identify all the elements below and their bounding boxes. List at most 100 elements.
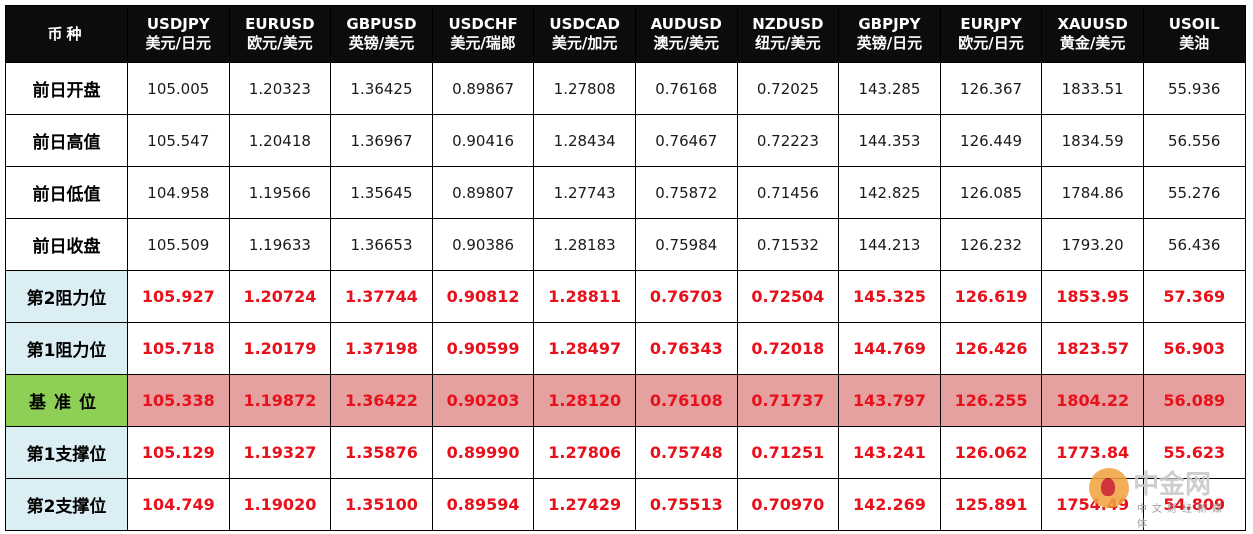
table-cell: 105.718 bbox=[127, 322, 230, 375]
currency-code: USDCHF bbox=[448, 15, 518, 33]
table-cell: 56.089 bbox=[1142, 374, 1246, 427]
currency-name: 英镑/美元 bbox=[348, 34, 415, 52]
table-cell: 1784.86 bbox=[1041, 166, 1144, 219]
table-cell: 143.241 bbox=[838, 426, 941, 479]
table-cell: 142.825 bbox=[838, 166, 941, 219]
table-cell: 1773.84 bbox=[1041, 426, 1144, 479]
table-cell: 142.269 bbox=[838, 478, 941, 531]
currency-code: XAUUSD bbox=[1057, 15, 1128, 33]
table-cell: 1.27808 bbox=[533, 62, 636, 115]
table-cell: 0.75872 bbox=[634, 166, 738, 219]
table-row-prev-open: 前日开盘 105.005 1.20323 1.36425 0.89867 1.2… bbox=[5, 62, 1246, 115]
col-nzdusd: NZDUSD 纽元/美元 bbox=[736, 5, 840, 63]
table-cell: 55.936 bbox=[1142, 62, 1246, 115]
currency-name: 黄金/美元 bbox=[1059, 34, 1126, 52]
table-cell: 105.927 bbox=[127, 270, 230, 323]
table-cell: 1.20323 bbox=[228, 62, 332, 115]
table-cell: 0.76168 bbox=[634, 62, 738, 115]
currency-name: 美元/瑞郎 bbox=[450, 34, 516, 52]
table-cell: 126.449 bbox=[939, 114, 1043, 167]
table-cell: 0.89867 bbox=[431, 62, 535, 115]
watermark: 中金网 中文财经新媒体 bbox=[1089, 462, 1239, 530]
currency-code: USOIL bbox=[1168, 15, 1220, 33]
table-cell: 1.35100 bbox=[330, 478, 433, 531]
table-row-resistance-2: 第2阻力位 105.927 1.20724 1.37744 0.90812 1.… bbox=[5, 270, 1246, 323]
header-row: 币种 USDJPY 美元/日元 EURUSD 欧元/美元 GBPUSD 英镑/美元 U… bbox=[5, 5, 1246, 63]
table-cell: 1.20179 bbox=[228, 322, 332, 375]
col-gbpjpy: GBPJPY 英镑/日元 bbox=[838, 5, 941, 63]
col-audusd: AUDUSD 澳元/美元 bbox=[634, 5, 738, 63]
table-cell: 0.76467 bbox=[634, 114, 738, 167]
row-label: 基准位 bbox=[5, 374, 128, 427]
table-cell: 0.71251 bbox=[736, 426, 840, 479]
table-cell: 0.72018 bbox=[736, 322, 840, 375]
row-label: 前日低值 bbox=[5, 166, 128, 219]
table-cell: 56.556 bbox=[1142, 114, 1246, 167]
table-cell: 0.89807 bbox=[431, 166, 535, 219]
currency-name: 纽元/美元 bbox=[755, 34, 821, 52]
table-cell: 1.27429 bbox=[533, 478, 636, 531]
table-cell: 0.71737 bbox=[736, 374, 840, 427]
table-cell: 1834.59 bbox=[1041, 114, 1144, 167]
table-cell: 0.75513 bbox=[634, 478, 738, 531]
table-cell: 105.129 bbox=[127, 426, 230, 479]
row-label: 前日开盘 bbox=[5, 62, 128, 115]
currency-name: 欧元/美元 bbox=[247, 34, 313, 52]
table-cell: 57.369 bbox=[1142, 270, 1246, 323]
col-gbpusd: GBPUSD 英镑/美元 bbox=[330, 5, 433, 63]
table-cell: 105.005 bbox=[127, 62, 230, 115]
table-cell: 55.276 bbox=[1142, 166, 1246, 219]
table-cell: 143.285 bbox=[838, 62, 941, 115]
table-cell: 1.36653 bbox=[330, 218, 433, 271]
table-cell: 144.353 bbox=[838, 114, 941, 167]
table-cell: 0.75984 bbox=[634, 218, 738, 271]
row-label: 第1阻力位 bbox=[5, 322, 128, 375]
table-cell: 1.19633 bbox=[228, 218, 332, 271]
currency-name: 澳元/美元 bbox=[653, 34, 719, 52]
table-cell: 105.509 bbox=[127, 218, 230, 271]
table-cell: 126.232 bbox=[939, 218, 1043, 271]
table-cell: 1.27806 bbox=[533, 426, 636, 479]
table-cell: 144.769 bbox=[838, 322, 941, 375]
table-cell: 0.76703 bbox=[634, 270, 738, 323]
table-cell: 1.19020 bbox=[228, 478, 332, 531]
currency-name: 英镑/日元 bbox=[856, 34, 923, 52]
col-usdjpy: USDJPY 美元/日元 bbox=[127, 5, 230, 63]
table-cell: 56.436 bbox=[1142, 218, 1246, 271]
currency-code: EURUSD bbox=[245, 15, 315, 33]
corner-label: 币种 bbox=[5, 5, 128, 63]
table-cell: 105.547 bbox=[127, 114, 230, 167]
currency-code: GBPJPY bbox=[858, 15, 921, 33]
table-cell: 145.325 bbox=[838, 270, 941, 323]
table-cell: 0.75748 bbox=[634, 426, 738, 479]
table-cell: 0.72223 bbox=[736, 114, 840, 167]
table-cell: 0.71456 bbox=[736, 166, 840, 219]
table-row-support-1: 第1支撑位 105.129 1.19327 1.35876 0.89990 1.… bbox=[5, 426, 1246, 479]
brand-logo-icon bbox=[1089, 468, 1129, 508]
table-cell: 144.213 bbox=[838, 218, 941, 271]
currency-name: 美元/日元 bbox=[145, 34, 212, 52]
currency-name: 美元/加元 bbox=[551, 34, 618, 52]
table-cell: 104.749 bbox=[127, 478, 230, 531]
table-cell: 104.958 bbox=[127, 166, 230, 219]
table-cell: 1.28120 bbox=[533, 374, 636, 427]
table-cell: 0.89594 bbox=[431, 478, 535, 531]
table-cell: 1804.22 bbox=[1041, 374, 1144, 427]
row-label: 第2支撑位 bbox=[5, 478, 128, 531]
table-cell: 1.37744 bbox=[330, 270, 433, 323]
currency-code: GBPUSD bbox=[346, 15, 417, 33]
table-cell: 126.085 bbox=[939, 166, 1043, 219]
currency-code: USDJPY bbox=[146, 15, 210, 33]
currency-name: 欧元/日元 bbox=[958, 34, 1024, 52]
table-cell: 56.903 bbox=[1142, 322, 1246, 375]
table-cell: 54.809 bbox=[1142, 478, 1246, 531]
watermark-brand: 中金网 bbox=[1133, 470, 1212, 500]
table-cell: 1.36422 bbox=[330, 374, 433, 427]
table-cell: 1.27743 bbox=[533, 166, 636, 219]
pivot-table: 币种 USDJPY 美元/日元 EURUSD 欧元/美元 GBPUSD 英镑/美元 U… bbox=[5, 5, 1246, 531]
table-row-prev-low: 前日低值 104.958 1.19566 1.35645 0.89807 1.2… bbox=[5, 166, 1246, 219]
col-eurusd: EURUSD 欧元/美元 bbox=[228, 5, 332, 63]
table-cell: 0.90599 bbox=[431, 322, 535, 375]
table-cell: 0.76343 bbox=[634, 322, 738, 375]
table-cell: 0.90812 bbox=[431, 270, 535, 323]
